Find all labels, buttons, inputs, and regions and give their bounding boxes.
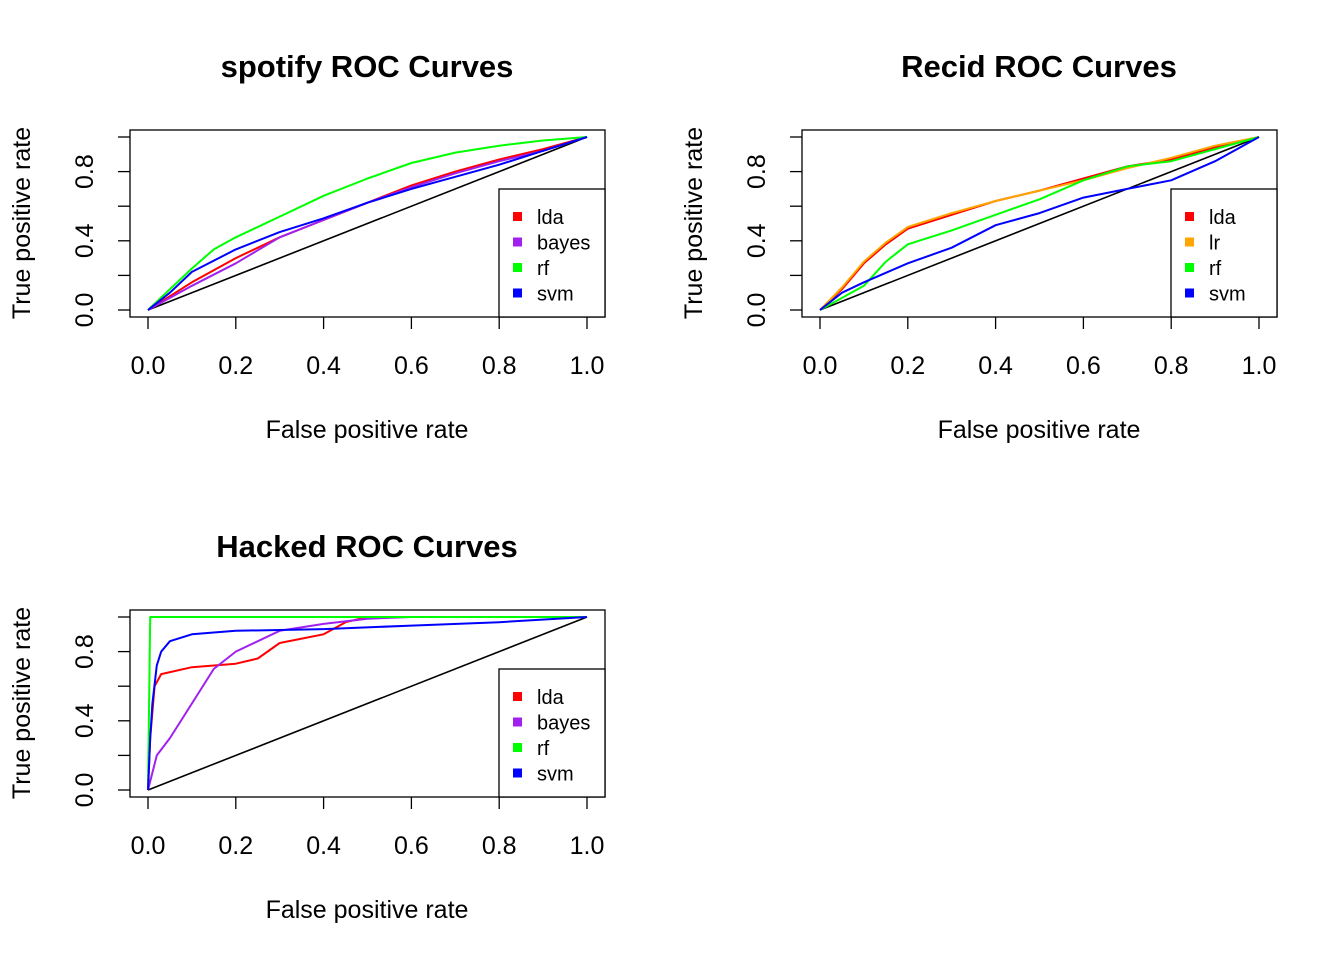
- y-tick-label: 0.4: [71, 223, 99, 258]
- x-tick-label: 0.0: [131, 832, 166, 860]
- y-axis-label: True positive rate: [8, 127, 36, 319]
- legend-swatch-rf: [1185, 263, 1194, 272]
- diagonal-reference-line: [819, 136, 1260, 311]
- series-line-svm: [147, 616, 588, 791]
- legend-entry: bayes: [537, 233, 590, 255]
- x-tick-label: 0.2: [890, 352, 925, 380]
- legend-swatch-lr: [1185, 237, 1194, 247]
- x-tick-label: 0.6: [394, 352, 429, 380]
- y-tick-label: 0.0: [71, 293, 99, 328]
- legend-entry: rf: [537, 258, 550, 280]
- legend-entry: rf: [1209, 258, 1222, 280]
- legend-entry: lr: [1209, 233, 1220, 255]
- x-axis-label: False positive rate: [266, 416, 469, 444]
- x-axis-label: False positive rate: [938, 416, 1141, 444]
- y-tick-label: 0.8: [71, 154, 99, 189]
- roc-panel-1: spotify ROC Curves 0.0 0.2 0.4 0.6 0.8 1.0 0.0 0…: [8, 49, 606, 444]
- x-tick-label: 0.8: [482, 352, 517, 380]
- y-tick-label: 0.4: [743, 223, 771, 258]
- diagonal-reference-line: [147, 136, 588, 311]
- legend-swatch-lda: [513, 212, 522, 221]
- legend-entry: rf: [537, 738, 550, 760]
- x-tick-label: 0.6: [394, 832, 429, 860]
- legend: lda lr rf svm: [1170, 188, 1278, 318]
- legend-swatch-lda: [1185, 212, 1194, 221]
- legend-entry: bayes: [537, 713, 590, 735]
- y-axis-label: True positive rate: [8, 607, 36, 799]
- x-tick-label: 0.2: [218, 832, 253, 860]
- legend-entry: lda: [537, 687, 565, 709]
- legend-entry: lda: [1209, 207, 1237, 229]
- legend: lda bayes rf svm: [498, 668, 606, 798]
- series-line-lr: [819, 136, 1260, 311]
- legend-swatch-bayes: [513, 237, 522, 247]
- y-axis-label: True positive rate: [680, 127, 708, 319]
- y-tick-label: 0.8: [743, 154, 771, 189]
- legend-entry: svm: [537, 284, 574, 306]
- chart-title: Recid ROC Curves: [901, 49, 1177, 84]
- chart-title: spotify ROC Curves: [221, 49, 514, 84]
- x-tick-label: 0.2: [218, 352, 253, 380]
- series-line-rf: [147, 616, 587, 791]
- x-tick-label: 1.0: [570, 832, 605, 860]
- y-tick-label: 0.0: [71, 773, 99, 808]
- diagonal-reference-line: [147, 616, 588, 791]
- series-line-svm: [819, 136, 1260, 311]
- legend-entry: svm: [1209, 284, 1246, 306]
- legend-swatch-svm: [513, 288, 522, 298]
- series-line-rf: [819, 136, 1260, 311]
- x-tick-label: 0.4: [306, 832, 341, 860]
- chart-title: Hacked ROC Curves: [216, 529, 518, 564]
- x-tick-label: 0.4: [978, 352, 1013, 380]
- x-tick-label: 0.0: [131, 352, 166, 380]
- y-tick-label: 0.4: [71, 703, 99, 738]
- legend-swatch-lda: [513, 692, 522, 701]
- x-tick-label: 0.8: [482, 832, 517, 860]
- legend-swatch-svm: [513, 768, 522, 778]
- legend-swatch-bayes: [513, 717, 522, 727]
- x-tick-label: 0.0: [803, 352, 838, 380]
- legend-entry: svm: [537, 764, 574, 786]
- legend-swatch-rf: [513, 263, 522, 272]
- legend: lda bayes rf svm: [498, 188, 606, 318]
- roc-panel-3: Hacked ROC Curves 0.0 0.2 0.4 0.6 0.8 1.0 0.0 0.…: [8, 529, 606, 924]
- x-tick-label: 1.0: [1242, 352, 1277, 380]
- x-tick-label: 0.6: [1066, 352, 1101, 380]
- series-line-rf: [147, 136, 588, 311]
- x-tick-label: 0.4: [306, 352, 341, 380]
- series-line-bayes: [147, 616, 587, 791]
- legend-swatch-rf: [513, 743, 522, 752]
- legend-swatch-svm: [1185, 288, 1194, 298]
- legend-entry: lda: [537, 207, 565, 229]
- y-tick-label: 0.0: [743, 293, 771, 328]
- roc-panel-2: Recid ROC Curves 0.0 0.2 0.4 0.6 0.8 1.0 0.0 0.4…: [680, 49, 1278, 444]
- x-axis-label: False positive rate: [266, 896, 469, 924]
- x-tick-label: 0.8: [1154, 352, 1189, 380]
- y-tick-label: 0.8: [71, 634, 99, 669]
- series-line-svm: [147, 136, 588, 311]
- x-tick-label: 1.0: [570, 352, 605, 380]
